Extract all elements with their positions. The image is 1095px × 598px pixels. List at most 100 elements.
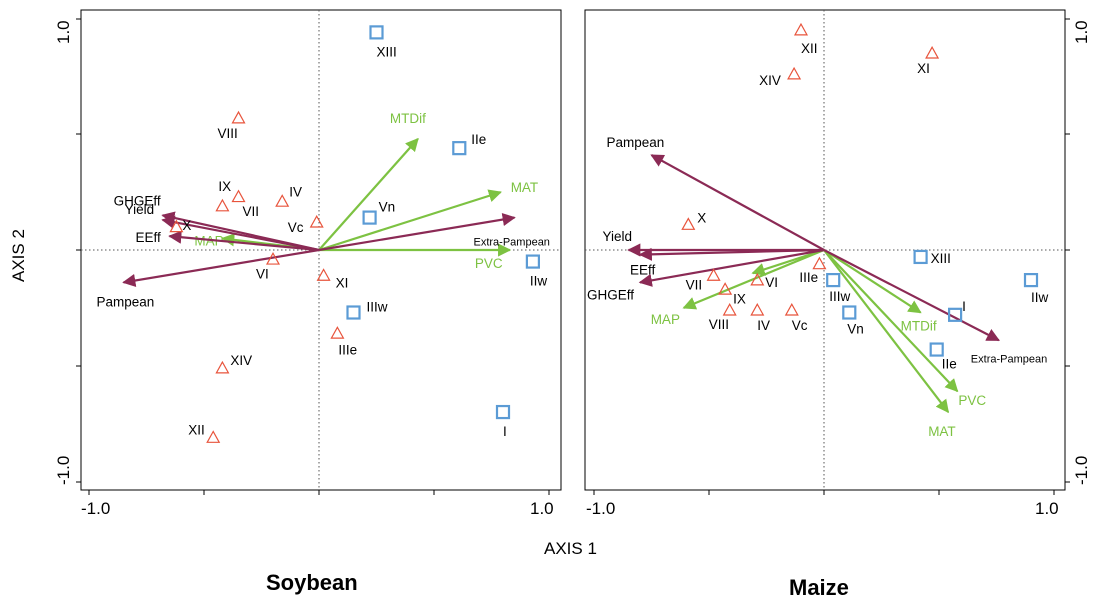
soybean-x-tick-min: -1.0 [81, 499, 110, 518]
soybean-x-tick-max: 1.0 [530, 499, 554, 518]
soybean-prod-vector-extra-pampean [318, 213, 516, 252]
soybean-env-vector-label-mat: MAT [511, 180, 539, 195]
soybean-square-label-iie: IIe [471, 132, 486, 147]
soybean-triangle-label-iv: IV [289, 184, 302, 199]
soybean-env-vector-label-map: MAP [194, 233, 223, 248]
soybean-square-label-vn: Vn [379, 200, 396, 215]
maize-prod-vector-label-extra-pampean: Extra-Pampean [971, 353, 1047, 365]
soybean-triangle-label-xii: XII [188, 423, 205, 438]
maize-triangle-xi [925, 45, 940, 59]
maize-x-tick-max: 1.0 [1035, 499, 1059, 518]
maize-triangle-label-xi: XI [917, 61, 930, 76]
maize-triangle-iv [750, 302, 765, 316]
maize-env-vector-label-map: MAP [651, 312, 680, 327]
maize-triangle-vi [750, 272, 765, 286]
soybean-triangle-ix [215, 198, 230, 212]
maize-prod-vector-extra-pampean [823, 249, 1000, 342]
maize-triangle-iiie [812, 256, 827, 270]
soybean-y-ticks [76, 18, 81, 483]
maize-prod-vector-label-yield: Yield [603, 229, 633, 244]
soybean-triangle-label-viii: VIII [218, 126, 238, 141]
maize-triangle-label-iiie: IIIe [799, 270, 818, 285]
maize-prod-vector-pampean [650, 154, 825, 251]
soybean-triangle-xii [206, 430, 221, 443]
soybean-square-label-i: I [503, 424, 507, 439]
soybean-env-vector-label-pvc: PVC [475, 256, 503, 271]
maize-triangle-label-xiv: XIV [759, 73, 781, 88]
soybean-env-vector-label-mtdif: MTDif [390, 111, 426, 126]
soybean-square-iiiw [346, 305, 361, 320]
maize-triangle-label-iv: IV [757, 318, 770, 333]
soybean-square-vn [362, 210, 377, 225]
maize-square-iie [929, 342, 944, 357]
soybean-triangle-x [169, 219, 184, 233]
maize-x-ticks [593, 490, 1055, 495]
soybean-triangle-viii [231, 110, 246, 124]
maize-triangle-vc [784, 302, 799, 316]
soybean-square-iiw [525, 254, 541, 269]
soybean-triangle-vii [231, 189, 246, 203]
maize-y-ticks [1065, 18, 1070, 483]
soybean-triangle-xi [316, 268, 331, 281]
soybean-env-vector-mat [318, 189, 502, 252]
maize-square-iiiw [826, 272, 841, 288]
soybean-triangle-vc [309, 214, 324, 228]
soybean-triangle-label-xiv: XIV [230, 353, 252, 368]
maize-triangle-viii [722, 302, 737, 316]
soybean-triangle-label-x: X [182, 218, 191, 233]
maize-env-vector-label-pvc: PVC [958, 393, 986, 408]
maize-triangle-label-ix: IX [733, 291, 746, 306]
maize-env-vector-map [682, 248, 825, 310]
maize-square-label-iie: IIe [942, 357, 957, 372]
soybean-triangle-label-vi: VI [256, 266, 269, 281]
maize-square-label-vn: Vn [847, 322, 864, 337]
soybean-triangle-label-iiie: IIIe [338, 342, 357, 357]
maize-square-label-iiw: IIw [1031, 290, 1049, 305]
soybean-square-iie [452, 141, 467, 156]
maize-square-i [947, 307, 963, 322]
maize-triangle-label-viii: VIII [709, 317, 729, 332]
soybean-x-ticks [88, 490, 550, 495]
x-axis-label: AXIS 1 [544, 539, 597, 558]
soybean-title: Soybean [266, 570, 358, 595]
maize-prod-vector-label-pampean: Pampean [607, 135, 665, 150]
maize-square-xiii [913, 249, 928, 265]
maize-prod-vector-ghgeff [638, 248, 825, 287]
maize-env-vector-mat [823, 249, 950, 414]
soybean-prod-vector-label-pampean: Pampean [97, 294, 155, 309]
maize-square-iiw [1023, 272, 1039, 288]
y-axis-label: AXIS 2 [9, 229, 28, 282]
maize-x-tick-min: -1.0 [586, 499, 615, 518]
maize-marks: MTDif PVC MAT MAP Pampean Yield EEff GHGEff Extr… [587, 22, 1049, 439]
soybean-prod-vector-label-yield: Yield [125, 202, 155, 217]
soybean-triangle-iiie [330, 326, 345, 339]
soybean-prod-vector-yield [161, 215, 320, 252]
maize-y-tick-min: -1.0 [1072, 456, 1091, 485]
soybean-square-i [495, 404, 511, 420]
maize-prod-vector-eeff [638, 247, 825, 261]
maize-triangle-label-vi: VI [765, 275, 778, 290]
soybean-triangle-label-vii: VII [243, 204, 260, 219]
maize-env-vector-pvc [823, 249, 959, 393]
soybean-env-vector-mtdif [318, 137, 419, 251]
soybean-prod-vector-label-extra-pampean: Extra-Pampean [474, 237, 550, 249]
maize-prod-vector-label-eeff: EEff [630, 263, 656, 278]
soybean-triangle-iv [275, 194, 290, 207]
soybean-y-tick-min: -1.0 [54, 456, 73, 485]
soybean-triangle-label-vc: Vc [288, 220, 304, 235]
maize-triangle-xiv [787, 66, 802, 80]
maize-square-label-xiii: XIII [931, 251, 951, 266]
maize-triangle-x [681, 217, 696, 230]
soybean-prod-vector-label-ghgeff: GHGEff [114, 193, 161, 208]
soybean-square-label-xiii: XIII [377, 44, 397, 59]
maize-y-tick-max: 1.0 [1072, 20, 1091, 44]
soybean-square-label-iiiw: IIIw [367, 300, 388, 315]
soybean-prod-vector-pampean [122, 248, 320, 287]
soybean-y-tick-max: 1.0 [54, 20, 73, 44]
maize-triangle-ix [718, 282, 733, 295]
soybean-triangle-label-xi: XI [336, 275, 349, 290]
maize-triangle-label-vii: VII [686, 277, 703, 292]
maize-triangle-label-x: X [697, 211, 706, 226]
